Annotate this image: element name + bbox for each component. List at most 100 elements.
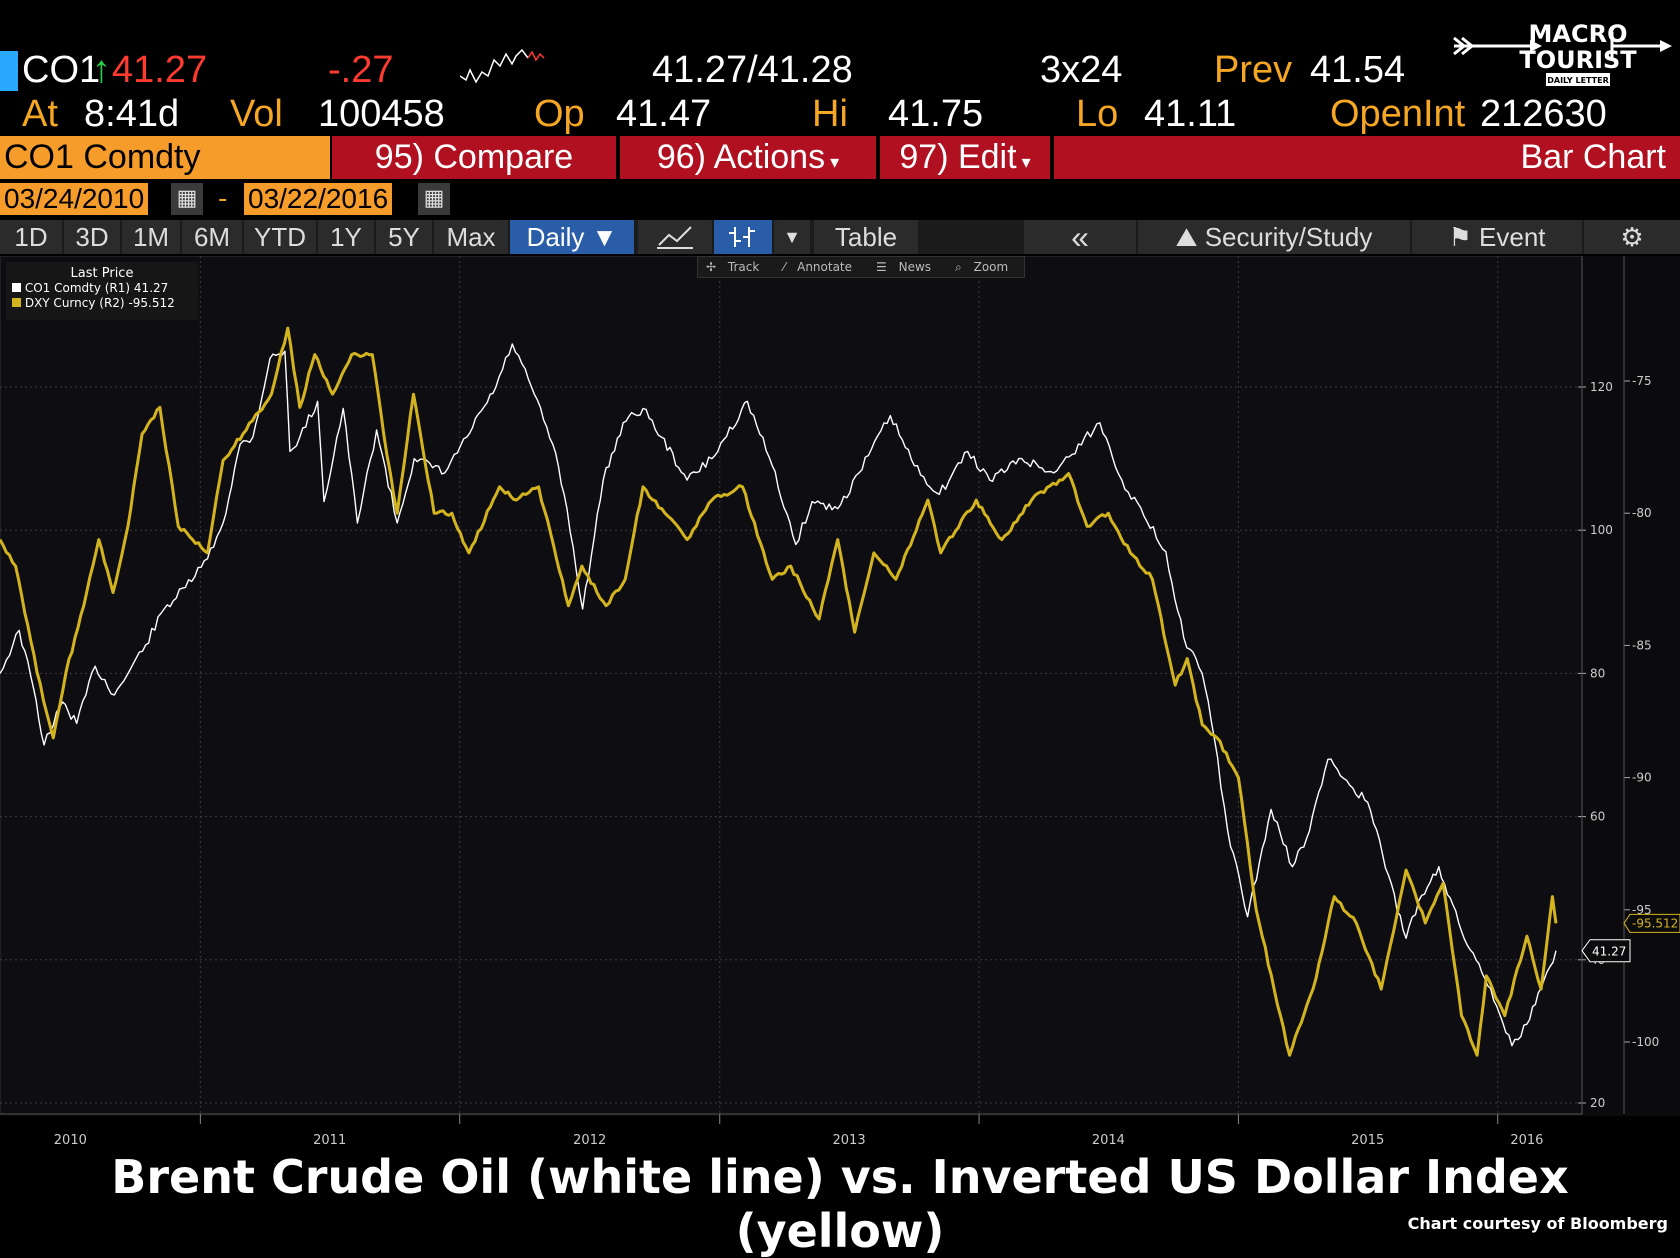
security-field[interactable]: CO1 Comdty [0,136,330,179]
flag-icon: ⚑ [1448,222,1480,252]
range-3d[interactable]: 3D [64,220,120,254]
high-value: 41.75 [888,93,984,135]
tool-news-label: News [898,260,932,274]
oil-last-label: 41.27 [1592,945,1626,959]
tool-track[interactable]: ✢ Track [698,260,775,274]
x-axis: 2010 2011 2012 2013 2014 2015 2016 [0,1113,1582,1146]
legend-title: Last Price [70,266,134,281]
legend-oil-name: CO1 Comdty (R1) [24,281,131,295]
range-1m[interactable]: 1M [122,220,180,254]
at-label: At [22,93,58,135]
legend-swatch-dxy [12,298,21,307]
x-tick-label: 2013 [833,1133,866,1146]
net-change: -.27 [328,49,394,91]
low-label: Lo [1076,93,1119,135]
event-button[interactable]: ⚑ Event [1412,220,1582,254]
right-axis: -75 -80 -85 -90 -95 -100 [1623,256,1659,1114]
range-6m[interactable]: 6M [182,220,242,254]
legend-swatch-oil [12,283,21,292]
ticker-marker [0,51,18,91]
right-tick-label: -85 [1632,638,1652,652]
right-tick-label: -80 [1632,506,1652,520]
x-tick-label: 2010 [54,1133,87,1146]
gear-icon[interactable]: ⚙ [1584,220,1680,254]
end-calendar-icon[interactable]: ▦ [418,183,450,215]
sparkline-icon [460,48,545,84]
function-bar: CO1 Comdty 95) Compare 96) Actions ▾ 97)… [0,136,1680,179]
right-tick-label: -90 [1632,771,1652,785]
collapse-button[interactable]: « [1024,220,1136,254]
series-layer [0,326,1558,1057]
legend-item-oil[interactable]: CO1 Comdty (R1) 41.27 [6,281,198,296]
start-calendar-icon[interactable]: ▦ [171,183,203,215]
last-value-markers: 41.27 -95.512 [1581,913,1680,963]
event-label: Event [1479,222,1546,252]
macro-tourist-logo: MACRO TOURIST DAILY LETTER [1450,10,1675,94]
edit-button[interactable]: 97) Edit ▾ [880,136,1050,179]
x-tick-label: 2012 [573,1133,606,1146]
tool-zoom[interactable]: ⌕ Zoom [947,260,1024,274]
trade-size: 3x24 [1040,49,1123,91]
open-value: 41.47 [616,93,712,135]
line-chart-icon[interactable] [638,220,712,254]
edit-label: 97) Edit [899,138,1017,176]
openint-label: OpenInt [1330,93,1466,135]
end-date-field[interactable]: 03/22/2016 [244,183,393,215]
chart-legend: Last Price CO1 Comdty (R1) 41.27 DXY Cur… [6,262,198,320]
range-ytd[interactable]: YTD [244,220,316,254]
series-line-oil [0,343,1557,1047]
security-study-button[interactable]: ⛰ Security/Study [1138,220,1410,254]
legend-item-dxy[interactable]: DXY Curncy (R2) -95.512 [6,296,198,311]
x-tick-label: 2011 [313,1133,346,1146]
legend-oil-value: 41.27 [133,281,169,295]
date-separator: - [218,184,228,214]
tool-track-label: Track [727,260,760,274]
open-label: Op [534,93,585,135]
openint-value: 212630 [1480,93,1607,135]
actions-label: 96) Actions [656,138,826,176]
x-tick-label: 2015 [1351,1133,1384,1146]
range-5y[interactable]: 5Y [376,220,432,254]
price-chart[interactable]: 12010080604020 -75-80-85-90-95-100 20102… [0,256,1680,1146]
left-tick-label: 80 [1590,666,1605,680]
dxy-last-marker [1623,913,1680,933]
left-tick-label: 20 [1590,1096,1605,1110]
low-value: 41.11 [1144,93,1237,135]
frequency-dropdown[interactable]: Daily ▼ [510,220,634,254]
tool-annotate[interactable]: ⁄ Annotate [775,260,868,274]
legend-dxy-value: -95.512 [128,296,175,310]
prev-label: Prev [1214,49,1293,91]
bid-ask: 41.27/41.28 [652,49,853,91]
table-button[interactable]: Table [814,220,918,254]
compare-button[interactable]: 95) Compare [332,136,616,179]
logo-line1: MACRO [1529,20,1628,48]
tool-news[interactable]: ☰ News [868,260,947,274]
left-tick-label: 120 [1590,380,1613,394]
range-1d[interactable]: 1D [0,220,62,254]
start-date-field[interactable]: 03/24/2010 [0,183,149,215]
chart-tools: ✢ Track ⁄ Annotate ☰ News ⌕ Zoom [697,256,1026,278]
at-time: 8:41d [84,93,180,135]
range-max[interactable]: Max [434,220,508,254]
bar-chart-icon[interactable] [714,220,772,254]
right-tick-label: -100 [1632,1035,1659,1049]
logo-graphic: MACRO TOURIST DAILY LETTER [1453,20,1672,86]
legend-dxy-name: DXY Curncy (R2) [24,296,125,310]
left-axis: 12010080604020 [1578,256,1613,1114]
volume: 100458 [318,93,445,135]
chart-credit: Chart courtesy of Bloomberg [1407,1214,1668,1233]
right-tick-label: -75 [1632,374,1652,388]
vol-label: Vol [230,93,283,135]
chart-type-title: Bar Chart [1054,136,1680,179]
ticker-symbol[interactable]: CO1 [22,49,101,91]
chart-style-chevron-icon[interactable]: ▼ [774,220,810,254]
actions-button[interactable]: 96) Actions ▾ [620,136,876,179]
up-arrow-icon: ↑ [92,49,111,91]
tool-annotate-label: Annotate [797,260,853,274]
oil-last-marker [1581,939,1631,963]
logo-line3: DAILY LETTER [1547,76,1609,85]
range-1y[interactable]: 1Y [318,220,374,254]
x-tick-label: 2016 [1510,1133,1543,1146]
prev-value: 41.54 [1310,49,1406,91]
security-study-label: Security/Study [1204,222,1373,252]
